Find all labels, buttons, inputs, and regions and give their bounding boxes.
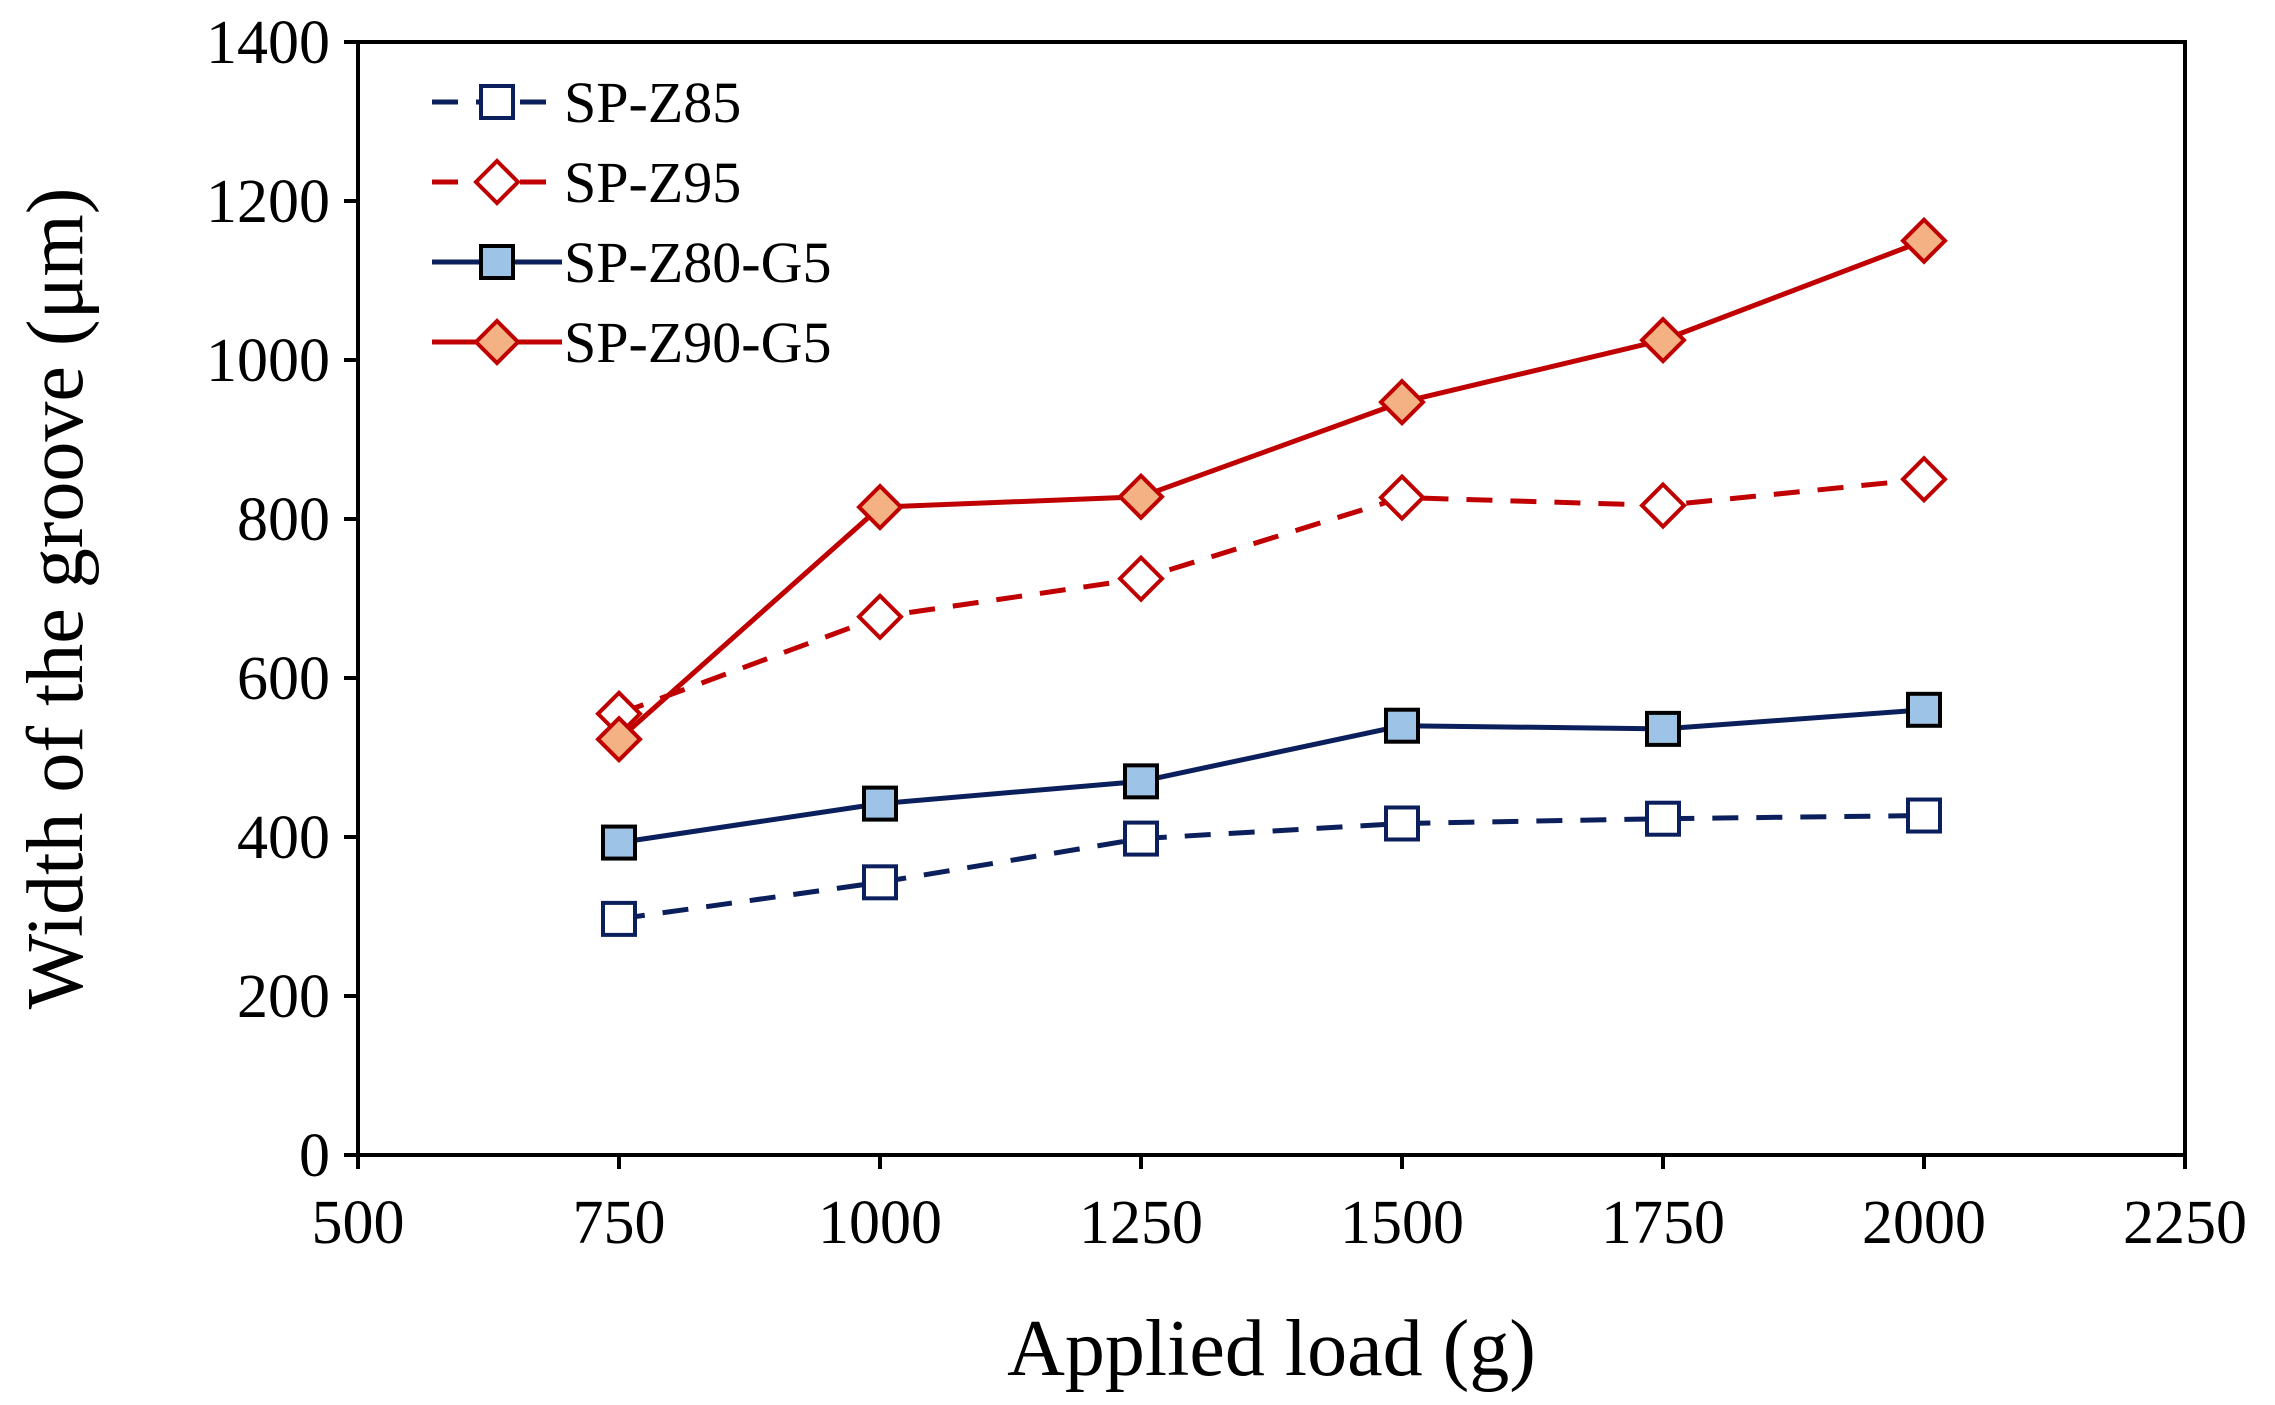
legend-swatch-marker	[479, 84, 515, 120]
series-sp-z90-g5	[595, 216, 1948, 764]
legend: SP-Z85 SP-Z95 SP-Z80-G5 SP-Z90-G5	[432, 70, 831, 375]
data-point	[1117, 554, 1165, 603]
data-point	[856, 592, 904, 641]
data-point	[1900, 455, 1948, 504]
data-point	[1384, 707, 1420, 744]
y-tick-label: 600	[237, 645, 330, 713]
legend-label: SP-Z85	[564, 70, 741, 135]
series-sp-z95	[595, 455, 1948, 738]
data-point	[856, 483, 904, 531]
legend-item: SP-Z80-G5	[432, 230, 831, 295]
y-axis-title: Width of the groove (μm)	[12, 188, 100, 1010]
data-point	[1384, 805, 1420, 842]
series-line	[618, 476, 1925, 717]
x-tick-label: 1750	[1601, 1189, 1725, 1257]
x-tick-label: 1000	[818, 1189, 942, 1257]
y-tick-label: 1200	[206, 168, 330, 236]
y-tick-label: 200	[237, 963, 330, 1031]
data-point	[595, 715, 643, 764]
y-axis: 0 200 400 600 800 1000 1200 1400	[206, 9, 358, 1190]
legend-swatch-marker	[479, 244, 515, 280]
legend-label: SP-Z80-G5	[564, 230, 831, 295]
y-tick-label: 1000	[206, 327, 330, 395]
series-line	[618, 707, 1925, 846]
x-tick-label: 500	[312, 1189, 405, 1257]
legend-label: SP-Z90-G5	[564, 310, 831, 375]
data-point	[1645, 800, 1681, 837]
legend-item: SP-Z95	[432, 150, 741, 215]
x-axis: 500 750 1000 1250 1500 1750 2000 2250	[312, 1155, 2247, 1257]
x-tick-label: 1250	[1079, 1189, 1203, 1257]
data-point	[1906, 691, 1942, 728]
legend-swatch-marker	[473, 318, 521, 366]
x-tick-label: 2000	[1862, 1189, 1986, 1257]
data-point	[862, 785, 898, 822]
data-point	[1906, 797, 1942, 834]
x-tick-label: 2250	[2123, 1189, 2247, 1257]
series-sp-z85	[601, 797, 1942, 937]
series-layer	[595, 216, 1948, 937]
data-point	[1639, 481, 1687, 530]
x-tick-label: 750	[573, 1189, 666, 1257]
data-point	[1900, 216, 1948, 265]
data-point	[1639, 316, 1687, 364]
series-line	[617, 238, 1925, 742]
x-axis-title: Applied load (g)	[1007, 1305, 1536, 1393]
legend-label: SP-Z95	[564, 150, 741, 215]
data-point	[601, 824, 637, 861]
plot-area-frame	[356, 40, 2187, 1157]
data-point	[1645, 710, 1681, 747]
data-point	[1378, 378, 1426, 426]
data-point	[601, 900, 637, 937]
data-point	[1123, 763, 1159, 800]
legend-item: SP-Z85	[432, 70, 741, 135]
data-point	[1378, 473, 1426, 522]
data-point	[1117, 472, 1165, 521]
legend-item: SP-Z90-G5	[432, 310, 831, 375]
data-point	[862, 864, 898, 901]
y-tick-label: 0	[299, 1122, 330, 1190]
y-tick-label: 800	[237, 486, 330, 554]
y-tick-label: 1400	[206, 9, 330, 77]
series-sp-z80-g5	[601, 691, 1942, 861]
x-tick-label: 1500	[1340, 1189, 1464, 1257]
legend-swatch-marker	[473, 158, 521, 206]
data-point	[1123, 820, 1159, 857]
y-tick-label: 400	[237, 804, 330, 872]
